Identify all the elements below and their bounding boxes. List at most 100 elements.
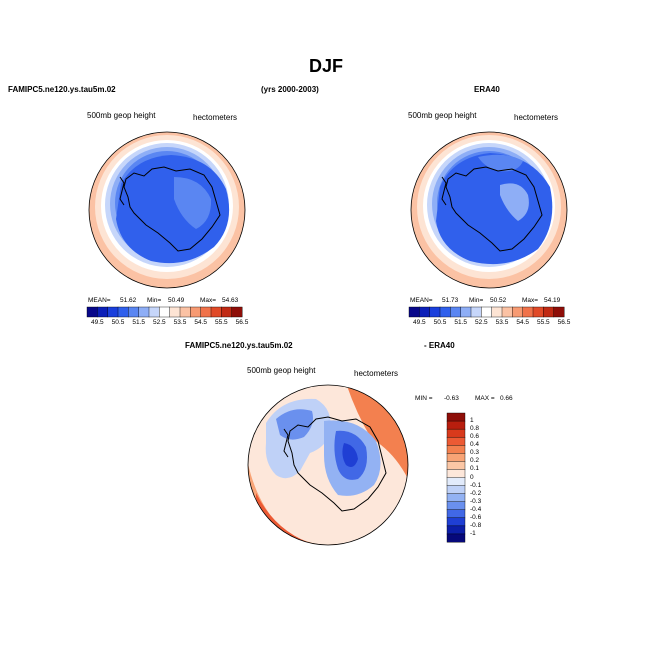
left-max-value: 54.63 <box>222 297 239 304</box>
left-colorbar-swatch <box>200 306 212 318</box>
right-colorbar-swatch <box>543 306 555 318</box>
left-mean-label: MEAN= <box>88 297 111 304</box>
diff-colorbar-swatch <box>446 445 466 454</box>
right-colorbar-swatch <box>532 306 544 318</box>
left-colorbar-tick-label: 53.5 <box>173 319 187 326</box>
left-colorbar-swatch <box>107 306 119 318</box>
diff-colorbar-ticks: 1 0.8 0.6 0.4 0.3 0.2 0.1 0 -0.1 -0.2 -0.3 -0.4 -0.6… <box>470 413 500 542</box>
diff-colorbar-tick-label: -0.6 <box>470 513 482 521</box>
right-min-value: 50.52 <box>490 297 507 304</box>
left-colorbar-tick-label: 50.5 <box>111 319 125 326</box>
diff-colorbar-swatch <box>446 469 466 478</box>
left-mean-value: 51.62 <box>120 297 137 304</box>
left-units-label: hectometers <box>193 113 238 122</box>
diff-colorbar-swatch <box>446 461 466 470</box>
right-colorbar-swatch <box>419 306 431 318</box>
right-field-label: 500mb geop height <box>408 111 477 120</box>
right-max-value: 54.19 <box>544 297 561 304</box>
right-colorbar-swatch <box>501 306 513 318</box>
left-colorbar-swatch <box>148 306 160 318</box>
page-title: DJF <box>309 56 344 76</box>
right-colorbar-tick-label: 53.5 <box>495 319 509 326</box>
right-colorbar-swatch <box>491 306 503 318</box>
years-label: (yrs 2000-2003) <box>261 85 319 94</box>
left-colorbar-swatch <box>190 306 202 318</box>
diff-colorbar-tick-label: 0.3 <box>470 449 480 457</box>
diff-colorbar-tick-label: -0.4 <box>470 505 482 513</box>
diff-field-label: 500mb geop height <box>247 366 316 375</box>
left-field-label: 500mb geop height <box>87 111 156 120</box>
diff-max-value: 0.66 <box>500 395 513 402</box>
right-colorbar-ticks: 49.5 50.5 51.5 52.5 53.5 54.5 55.5 56.5 <box>409 319 570 329</box>
diff-colorbar-swatch <box>446 493 466 503</box>
right-core <box>436 153 553 265</box>
diff-colorbar-swatch <box>446 420 466 430</box>
diff-colorbar-swatch <box>446 477 466 486</box>
left-peninsula-outline <box>119 176 125 206</box>
diff-antarctica-coastline <box>287 416 387 512</box>
diff-colorbar-tick-label: -0.8 <box>470 521 482 529</box>
left-max-label: Max= <box>200 297 217 304</box>
model-case-label: FAMIPC5.ne120.ys.tau5m.02 <box>8 85 116 94</box>
diff-colorbar-tick-label: -0.3 <box>470 497 482 505</box>
diff-min-label: MIN = <box>415 395 433 402</box>
left-colorbar-tick-label: 49.5 <box>91 319 104 326</box>
diff-peninsula-outline <box>283 428 289 458</box>
right-colorbar-swatch <box>450 306 462 318</box>
right-colorbar-tick-label: 56.5 <box>557 319 571 326</box>
obs-label: ERA40 <box>474 85 500 94</box>
diff-colorbar-swatch <box>446 509 466 519</box>
right-max-label: Max= <box>522 297 539 304</box>
left-colorbar-swatch <box>138 306 150 318</box>
right-colorbar-tick-label: 55.5 <box>537 319 550 326</box>
left-polar-map <box>88 131 246 289</box>
right-map-border <box>410 131 568 289</box>
left-antarctica-coastline <box>123 166 221 252</box>
diff-obs-label: - ERA40 <box>424 341 455 350</box>
right-peninsula-outline <box>441 176 447 206</box>
left-colorbar-swatch <box>159 306 171 318</box>
diff-colorbar-swatch <box>446 485 466 495</box>
right-colorbar-swatch <box>481 306 493 318</box>
right-colorbar-swatch <box>512 306 524 318</box>
right-colorbar-tick-label: 49.5 <box>413 319 426 326</box>
diff-colorbar-swatch <box>446 533 466 543</box>
diff-colorbar-tick-label: 0.6 <box>470 433 480 441</box>
diff-colorbar-tick-label: 0.8 <box>470 425 480 433</box>
right-inner-high-b <box>500 183 529 221</box>
left-core <box>116 155 230 264</box>
left-colorbar-swatch <box>221 306 233 318</box>
left-colorbar <box>86 306 243 318</box>
diff-colorbar-swatch <box>446 412 466 422</box>
left-colorbar-tick-label: 56.5 <box>235 319 249 326</box>
left-colorbar-ticks: 49.5 50.5 51.5 52.5 53.5 54.5 55.5 56.5 <box>87 319 248 329</box>
left-colorbar-swatch <box>97 306 109 318</box>
right-colorbar-swatch <box>439 306 451 318</box>
diff-colorbar-swatch <box>446 428 466 438</box>
right-colorbar-tick-label: 52.5 <box>475 319 488 326</box>
right-colorbar-swatch <box>553 306 565 318</box>
left-map-border <box>88 131 246 289</box>
left-colorbar-tick-label: 54.5 <box>194 319 207 326</box>
left-inner-high <box>174 177 212 229</box>
right-colorbar <box>408 306 565 318</box>
left-colorbar-swatch <box>86 306 98 318</box>
right-antarctica-coastline <box>445 166 543 252</box>
right-colorbar-swatch <box>408 306 420 318</box>
right-min-label: Min= <box>469 297 484 304</box>
diff-model-label: FAMIPC5.ne120.ys.tau5m.02 <box>185 341 293 350</box>
diff-colorbar-tick-label: -1 <box>470 529 476 537</box>
left-colorbar-swatch <box>117 306 129 318</box>
diff-east-low-max <box>342 443 358 467</box>
diff-colorbar-tick-label: 0.4 <box>470 441 480 449</box>
right-mean-label: MEAN= <box>410 297 433 304</box>
right-polar-map <box>410 131 568 289</box>
left-min-label: Min= <box>147 297 162 304</box>
diff-west-low-core <box>276 409 313 440</box>
diff-colorbar-tick-label: 0.2 <box>470 457 480 465</box>
diff-units-label: hectometers <box>354 369 399 378</box>
left-colorbar-swatch <box>231 306 243 318</box>
right-units-label: hectometers <box>514 113 559 122</box>
right-colorbar-swatch <box>429 306 441 318</box>
left-colorbar-tick-label: 51.5 <box>132 319 145 326</box>
